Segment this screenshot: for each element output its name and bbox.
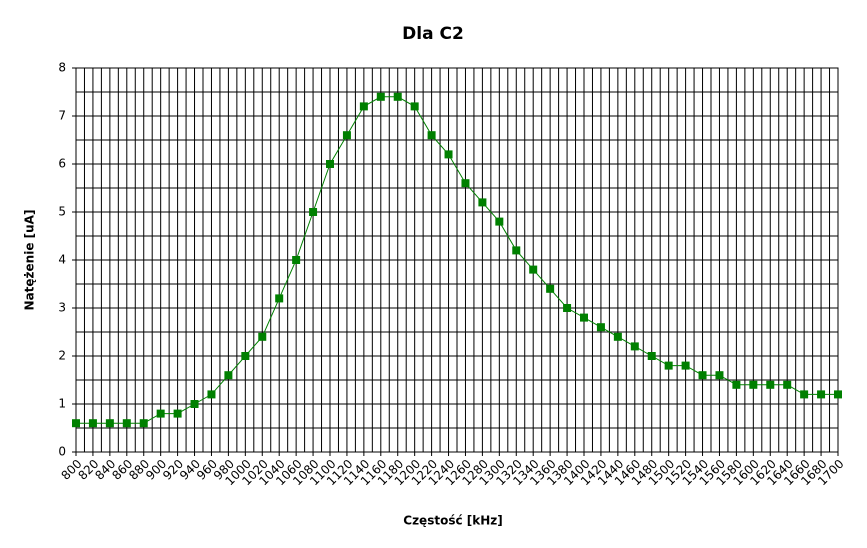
data-point: [173, 409, 182, 418]
y-tick-label: 6: [58, 157, 66, 171]
data-point: [122, 419, 131, 428]
data-point: [359, 102, 368, 111]
data-point: [529, 265, 538, 274]
data-point: [630, 342, 639, 351]
data-point: [156, 409, 165, 418]
data-point: [732, 380, 741, 389]
data-point: [580, 313, 588, 322]
data-point: [766, 380, 775, 389]
data-point: [783, 380, 792, 389]
data-point: [749, 380, 758, 389]
data-point: [664, 361, 673, 370]
data-point: [88, 419, 97, 428]
y-tick-label: 7: [58, 109, 66, 123]
data-point: [258, 332, 267, 341]
data-line: [76, 96, 838, 424]
chart-title: Dla C2: [402, 24, 464, 44]
data-point: [393, 92, 402, 101]
data-point: [613, 332, 622, 341]
y-tick-label: 0: [58, 445, 66, 459]
data-point: [241, 352, 250, 360]
data-point: [427, 131, 436, 140]
data-point: [410, 102, 419, 111]
data-point: [495, 217, 504, 226]
data-point: [546, 284, 555, 293]
data-point: [800, 390, 809, 399]
data-point: [72, 419, 80, 428]
data-point: [461, 179, 470, 188]
data-point: [512, 246, 521, 255]
data-point: [596, 323, 605, 332]
data-point: [139, 419, 148, 428]
data-point: [817, 390, 826, 399]
data-point: [715, 371, 724, 380]
data-point: [698, 371, 707, 380]
y-tick-label: 8: [58, 61, 66, 75]
data-point: [681, 361, 690, 370]
data-point: [224, 371, 233, 380]
data-point: [834, 390, 842, 399]
data-point: [105, 419, 114, 428]
x-axis-title: Częstość [kHz]: [403, 514, 502, 528]
data-point: [292, 256, 301, 264]
data-point: [207, 390, 216, 399]
y-tick-label: 1: [58, 397, 66, 411]
y-axis-title: Natężenie [uA]: [23, 210, 37, 311]
data-point: [478, 198, 487, 207]
y-tick-label: 5: [58, 205, 66, 219]
data-point: [376, 92, 385, 101]
y-tick-label: 2: [58, 349, 66, 363]
data-point: [647, 352, 656, 360]
data-point: [326, 160, 334, 168]
y-tick-label: 4: [58, 253, 66, 267]
data-point: [309, 208, 318, 216]
data-point: [563, 304, 572, 312]
plot-frame: [75, 67, 839, 453]
data-point: [275, 294, 284, 303]
data-point: [444, 150, 453, 159]
data-point: [342, 131, 351, 140]
data-point: [190, 400, 199, 408]
y-tick-label: 3: [58, 301, 66, 315]
